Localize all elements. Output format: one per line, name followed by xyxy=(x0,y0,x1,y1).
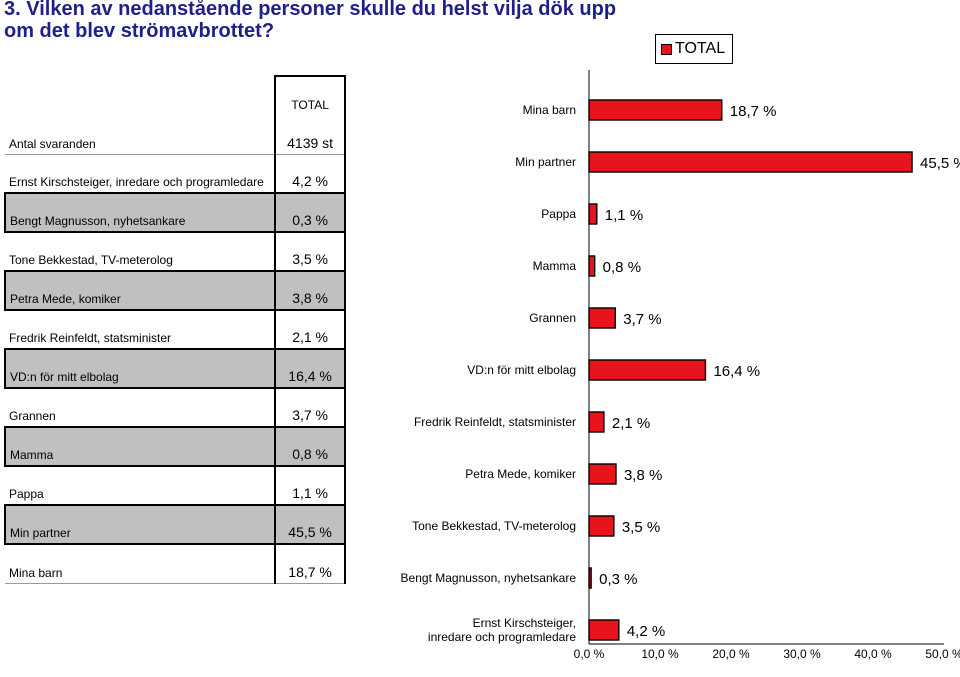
category-label: Mina barn xyxy=(523,103,576,117)
x-tick-label: 10,0 % xyxy=(641,647,679,661)
bar xyxy=(588,411,605,433)
table-header-total: TOTAL xyxy=(274,75,346,115)
value-label: 45,5 % xyxy=(920,155,960,172)
x-tick-label: 20,0 % xyxy=(712,647,750,661)
value-label: 3,5 % xyxy=(622,519,660,536)
x-tick-label: 30,0 % xyxy=(783,647,821,661)
bar xyxy=(588,203,598,225)
value-label: 4,2 % xyxy=(627,623,665,640)
value-label: 0,3 % xyxy=(599,571,637,588)
table-row-value: 3,5 % xyxy=(274,232,346,272)
table-row-value: 3,8 % xyxy=(274,270,346,311)
table-row-value: 18,7 % xyxy=(274,544,346,584)
bar xyxy=(588,307,616,329)
category-label: Tone Bekkestad, TV-meterolog xyxy=(412,519,576,533)
respondents-label: Antal svaranden xyxy=(5,115,276,155)
bar xyxy=(588,255,596,277)
category-label: VD:n för mitt elbolag xyxy=(467,363,576,377)
table-row-name: Min partner xyxy=(3,504,277,545)
table-row-value: 45,5 % xyxy=(274,504,346,545)
table-row-value: 4,2 % xyxy=(274,154,346,194)
table-row-value: 2,1 % xyxy=(274,310,346,350)
value-label: 18,7 % xyxy=(730,103,777,120)
category-label: Mamma xyxy=(533,259,577,273)
value-label: 3,7 % xyxy=(623,311,661,328)
x-tick-label: 40,0 % xyxy=(854,647,892,661)
value-label: 1,1 % xyxy=(605,207,643,224)
table-row-name: Grannen xyxy=(5,388,276,428)
table-row-value: 1,1 % xyxy=(274,466,346,506)
table-row-value: 16,4 % xyxy=(274,348,346,389)
respondents-value: 4139 st xyxy=(274,115,346,155)
chart-legend: TOTAL xyxy=(655,34,733,64)
table-row-name: Petra Mede, komiker xyxy=(3,270,277,311)
table-row-name: Mamma xyxy=(3,426,277,467)
bar xyxy=(588,567,592,589)
category-label: Petra Mede, komiker xyxy=(465,467,576,481)
x-tick-label: 50,0 % xyxy=(925,647,960,661)
category-label: Bengt Magnusson, nyhetsankare xyxy=(401,571,577,585)
bar xyxy=(588,359,707,381)
bar xyxy=(588,99,723,121)
bar xyxy=(588,151,913,173)
table-row-value: 0,8 % xyxy=(274,426,346,467)
category-label: Grannen xyxy=(529,311,576,325)
legend-label: TOTAL xyxy=(675,40,726,57)
table-row-name: Tone Bekkestad, TV-meterolog xyxy=(5,232,276,272)
table-row-name: Fredrik Reinfeldt, statsminister xyxy=(5,310,276,350)
results-table: TOTAL Antal svaranden 4139 st Ernst Kirs… xyxy=(3,75,346,584)
bar xyxy=(588,463,617,485)
table-row-name: Bengt Magnusson, nyhetsankare xyxy=(3,192,277,233)
bar xyxy=(588,515,615,537)
table-row-name: Mina barn xyxy=(5,544,276,584)
x-tick-label: 0,0 % xyxy=(574,647,605,661)
value-label: 3,8 % xyxy=(624,467,662,484)
page-title: 3. Vilken av nedanstående personer skull… xyxy=(4,0,617,42)
table-row-name: VD:n för mitt elbolag xyxy=(3,348,277,389)
category-label: Fredrik Reinfeldt, statsminister xyxy=(414,415,576,429)
category-label: Min partner xyxy=(515,155,576,169)
value-label: 16,4 % xyxy=(713,363,760,380)
table-row-value: 3,7 % xyxy=(274,388,346,428)
category-label: Pappa xyxy=(541,207,576,221)
bar xyxy=(588,619,620,641)
category-label: Ernst Kirschsteiger, inredare och program… xyxy=(428,616,576,644)
table-row-value: 0,3 % xyxy=(274,192,346,233)
value-label: 2,1 % xyxy=(612,415,650,432)
value-label: 0,8 % xyxy=(603,259,641,276)
legend-swatch xyxy=(661,44,672,55)
